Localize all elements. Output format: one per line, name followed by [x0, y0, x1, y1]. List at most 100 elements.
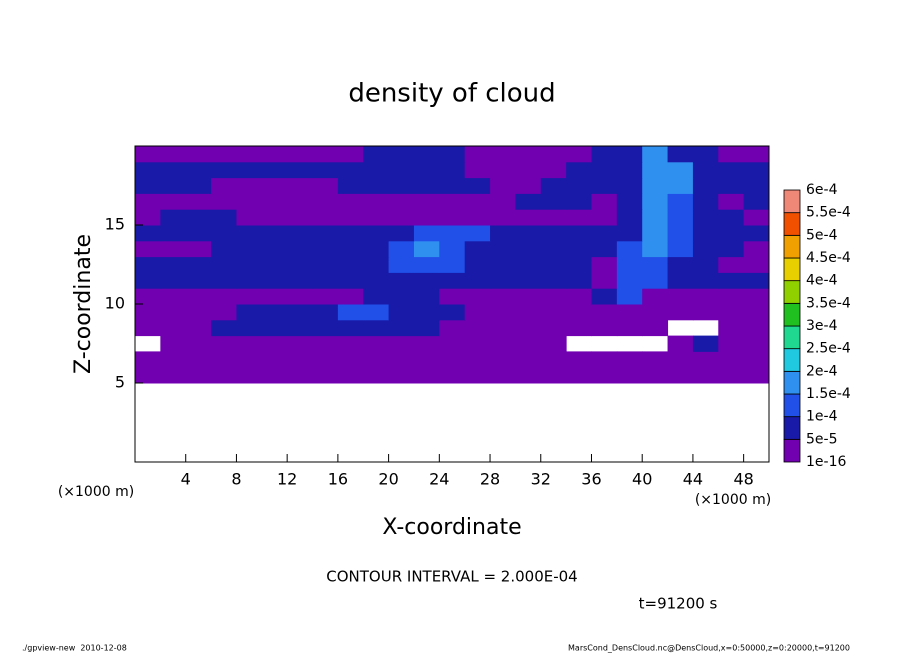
cell — [135, 240, 161, 258]
cell — [515, 256, 542, 273]
cell — [667, 209, 694, 226]
cell — [515, 304, 542, 321]
x-tick-label: 28 — [480, 470, 500, 489]
cell — [743, 146, 770, 163]
cell — [591, 209, 618, 226]
cell — [667, 146, 694, 163]
cell — [388, 319, 415, 337]
cell — [413, 161, 440, 179]
cell — [743, 177, 770, 194]
cell — [261, 146, 288, 163]
cell — [388, 367, 415, 384]
cell — [718, 256, 745, 273]
cell — [312, 256, 339, 273]
cell — [490, 288, 516, 305]
x-tick-label: 20 — [378, 470, 398, 489]
cell — [718, 319, 745, 337]
colorbar-box — [783, 257, 801, 282]
cell — [515, 335, 542, 352]
cell — [160, 335, 187, 352]
cell — [667, 193, 694, 210]
x-tick-label: 44 — [683, 470, 703, 489]
cell — [287, 335, 314, 352]
cell — [616, 256, 643, 273]
cell — [616, 146, 643, 163]
contour-note: CONTOUR INTERVAL = 2.000E-04 — [326, 568, 577, 586]
cell — [236, 272, 263, 289]
time-label: t=91200 s — [639, 595, 718, 613]
cell — [743, 319, 770, 337]
colorbar-box — [783, 393, 801, 418]
colorbar-label: 3e-4 — [806, 318, 838, 334]
cell — [211, 367, 237, 384]
cell — [363, 146, 390, 163]
cell — [211, 209, 237, 226]
colorbar-box — [783, 280, 801, 304]
cell — [135, 319, 161, 337]
cell — [363, 256, 390, 273]
cell — [743, 225, 770, 242]
cell — [261, 209, 288, 226]
cell — [692, 225, 719, 242]
cell — [718, 240, 745, 258]
cell — [337, 193, 364, 210]
cell — [160, 367, 187, 384]
cell — [616, 288, 643, 305]
cell — [211, 335, 237, 352]
cell — [312, 335, 339, 352]
cell — [312, 367, 339, 384]
cell — [616, 177, 643, 194]
cell — [135, 177, 161, 194]
cell — [718, 272, 745, 289]
cell — [413, 272, 440, 289]
cell — [388, 177, 415, 194]
x-tick-label: 32 — [531, 470, 551, 489]
cell — [490, 367, 516, 384]
cell — [566, 304, 592, 321]
colorbar-box — [783, 212, 801, 236]
cell — [337, 177, 364, 194]
cell — [490, 304, 516, 321]
cell — [743, 209, 770, 226]
cell — [135, 225, 161, 242]
cell — [616, 161, 643, 179]
x-tick-label: 12 — [277, 470, 297, 489]
y-axis-label: Z-coordinate — [71, 234, 96, 374]
cell — [464, 193, 491, 210]
cell — [211, 240, 237, 258]
cell — [540, 367, 567, 384]
cell — [135, 146, 161, 163]
cell — [135, 304, 161, 321]
cell — [642, 193, 669, 210]
cell — [439, 335, 466, 352]
cell — [718, 177, 745, 194]
cell — [160, 193, 187, 210]
cell — [515, 177, 542, 194]
cell — [642, 240, 669, 258]
x-tick-label: 36 — [581, 470, 601, 489]
colorbar-box — [783, 325, 801, 350]
cell — [743, 161, 770, 179]
cell — [312, 288, 339, 305]
cell — [667, 272, 694, 289]
cell — [667, 367, 694, 384]
cell — [287, 193, 314, 210]
cell — [312, 161, 339, 179]
cell — [490, 272, 516, 289]
cell — [211, 319, 237, 337]
cell — [160, 304, 187, 321]
x-tick-label: 4 — [181, 470, 191, 489]
x-tick-label: 48 — [733, 470, 753, 489]
cell — [667, 240, 694, 258]
y-tick-label: 5 — [115, 373, 125, 392]
cell — [211, 256, 237, 273]
cell — [718, 146, 745, 163]
cell — [439, 367, 466, 384]
cell — [540, 335, 567, 352]
cell — [642, 367, 669, 384]
cell — [439, 146, 466, 163]
cell — [642, 351, 669, 368]
cell — [642, 319, 669, 337]
cell — [540, 161, 567, 179]
